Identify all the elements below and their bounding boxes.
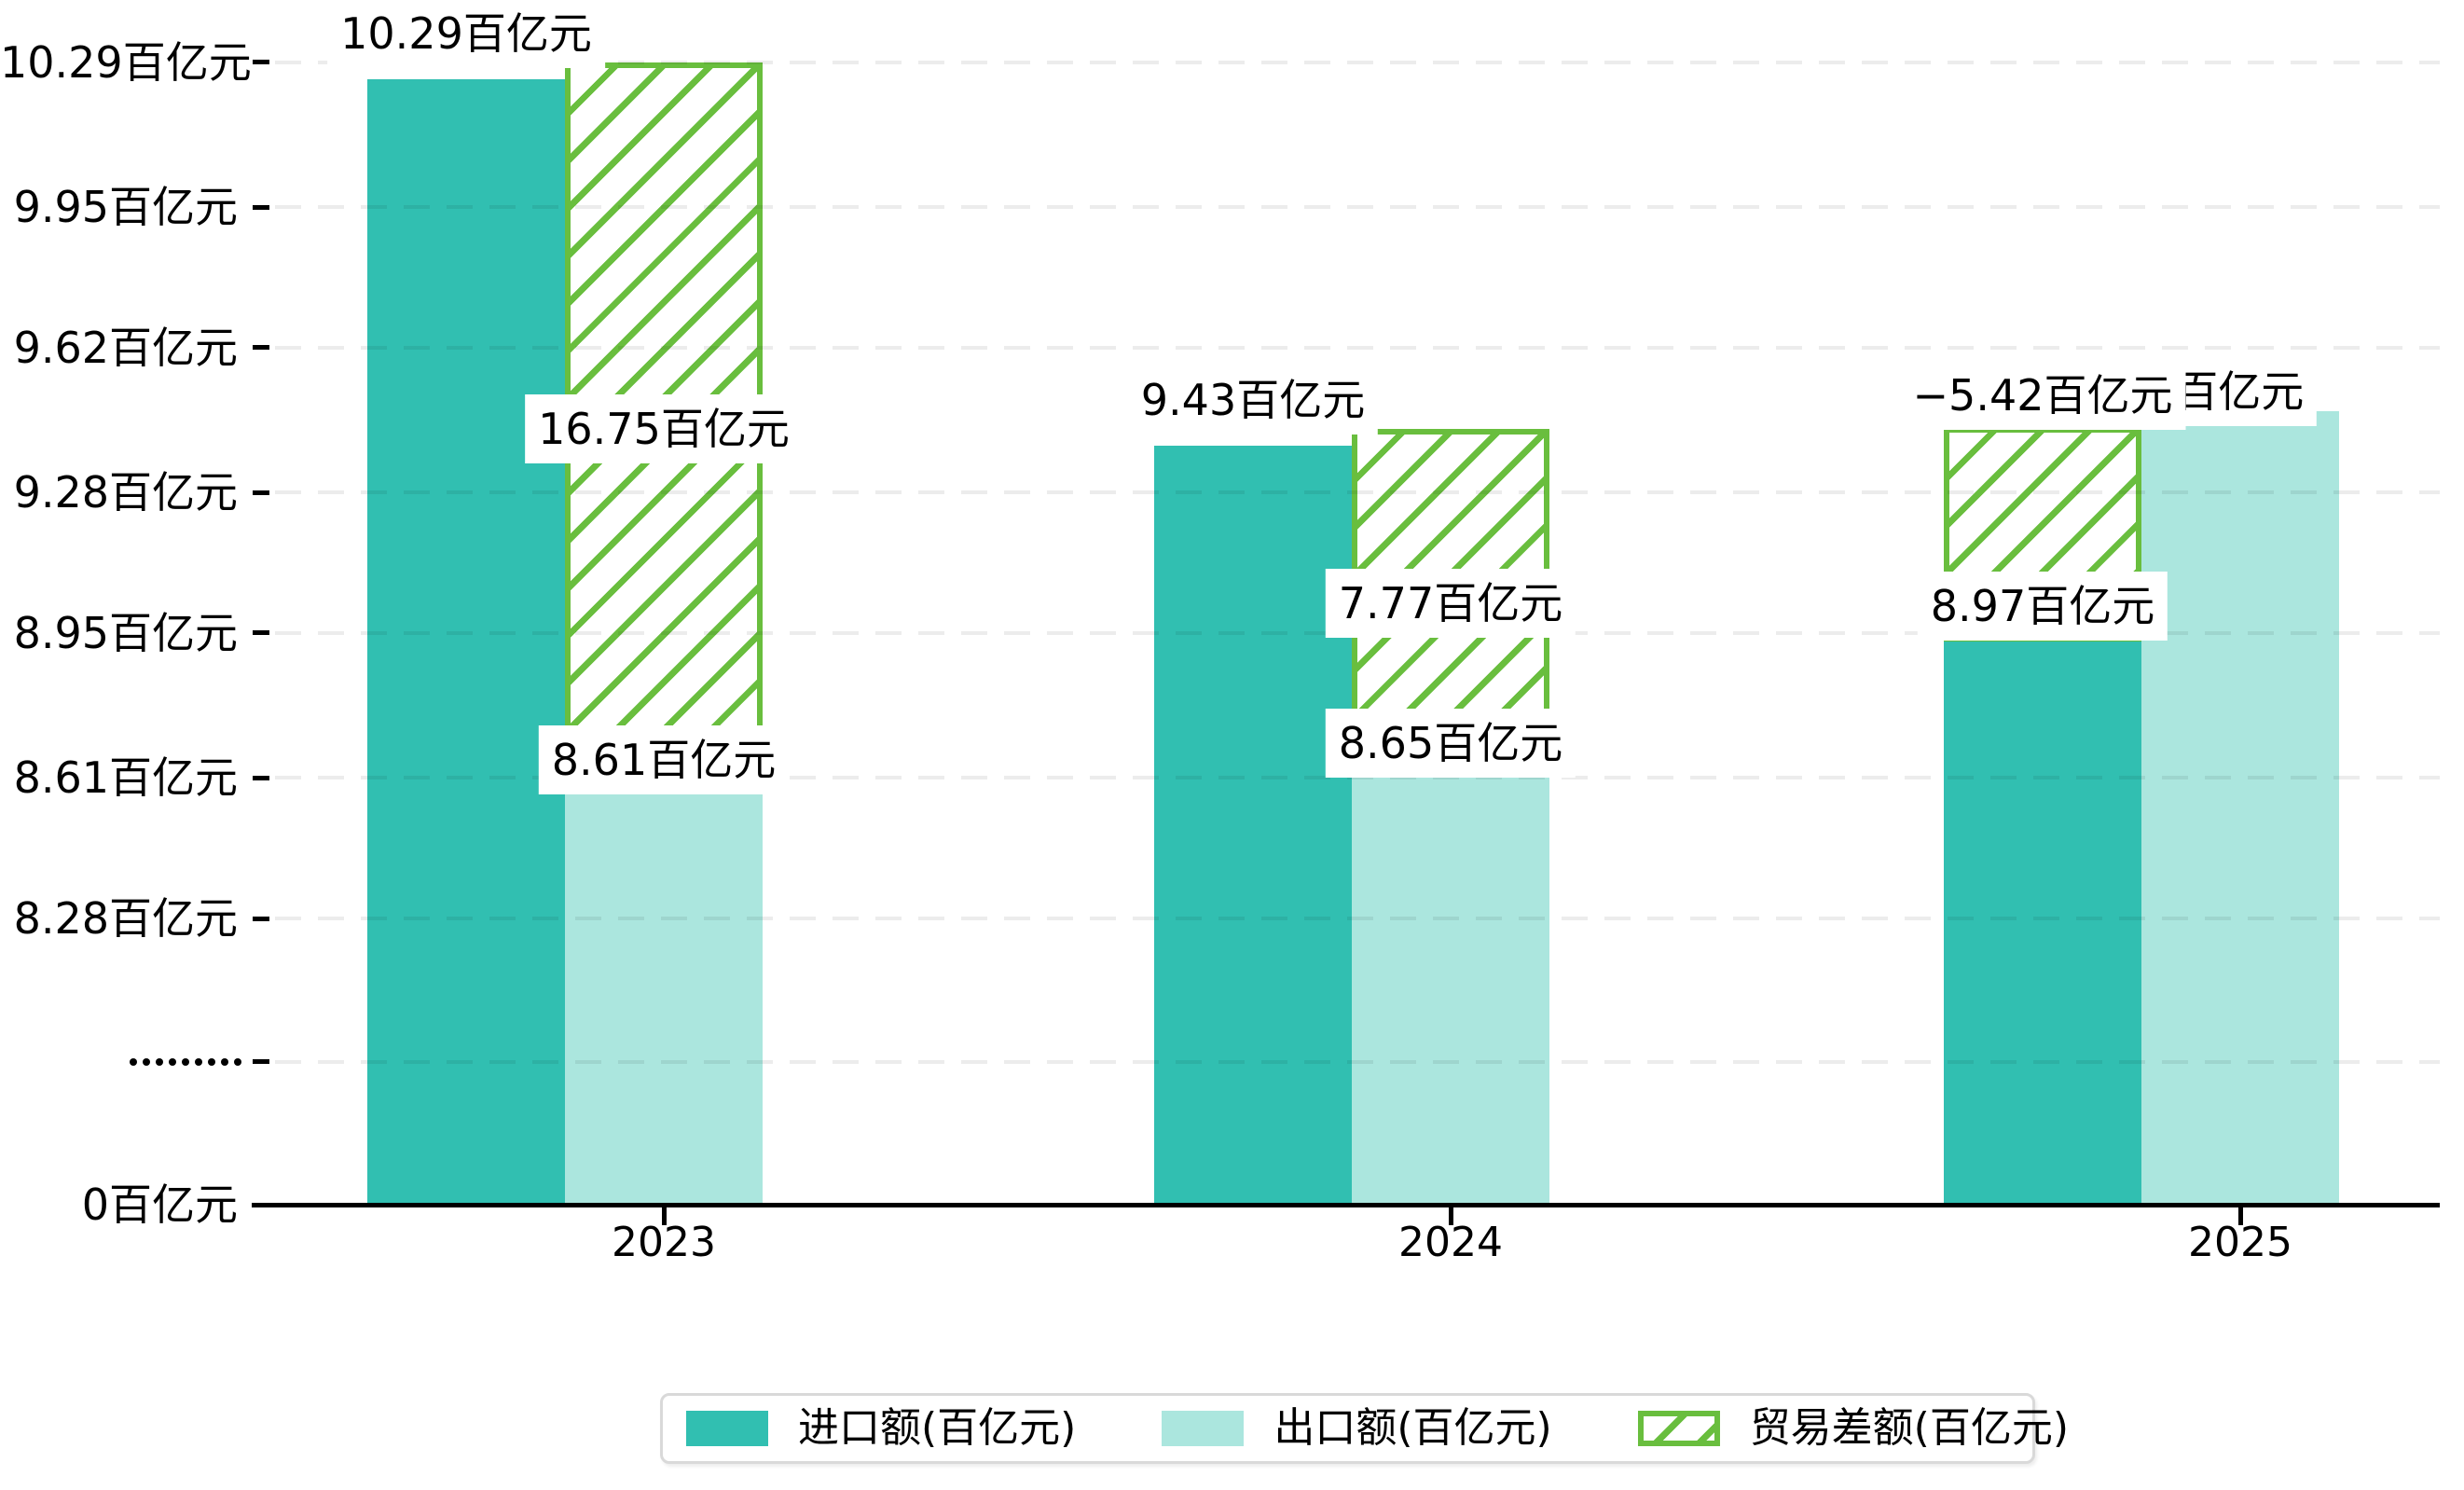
legend-item-export: 出口额(百亿元) [1162, 1404, 1552, 1452]
gridline-6 [275, 917, 2440, 920]
export-value-label-2023: 8.61百亿元 [538, 725, 790, 795]
break-dot [156, 1057, 163, 1066]
export-bar-2024 [1352, 778, 1549, 1203]
balance-hatch-swatch-icon [1637, 1411, 1720, 1446]
y-tick-2 [253, 345, 269, 351]
y-tick-7 [253, 1059, 269, 1064]
import-bar-2024 [1154, 445, 1352, 1203]
import-swatch-icon [686, 1411, 768, 1446]
y-tick-label-8: 0百亿元 [81, 1180, 238, 1230]
x-tick-label-2023: 2023 [612, 1219, 716, 1266]
legend-label-balance: 贸易差额(百亿元) [1749, 1404, 2070, 1452]
break-dot [169, 1057, 176, 1066]
gridline-7 [275, 1059, 2440, 1064]
export-bar-2023 [565, 794, 763, 1203]
balance-value-label-2023: 16.75百亿元 [525, 393, 803, 463]
y-tick-label-0: 10.29百亿元 [0, 36, 252, 88]
gridline-3 [275, 490, 2440, 495]
import-value-label-2023: 10.29百亿元 [327, 0, 605, 68]
y-tick-label-2: 9.62百亿元 [13, 322, 238, 373]
x-tick-label-2025: 2025 [2188, 1219, 2292, 1266]
y-tick-label-3: 9.28百亿元 [13, 467, 238, 518]
y-tick-3 [253, 490, 269, 495]
break-dot [234, 1057, 241, 1066]
y-tick-4 [253, 630, 269, 636]
legend-label-import: 进口额(百亿元) [798, 1404, 1077, 1452]
import-value-label-2025: 8.97百亿元 [1917, 571, 2168, 641]
break-dot [208, 1057, 215, 1066]
x-tick-2024 [1448, 1205, 1453, 1225]
break-dot [195, 1057, 202, 1066]
y-tick-6 [253, 916, 269, 921]
break-dot [182, 1057, 189, 1066]
gridline-0 [275, 60, 2440, 64]
y-tick-5 [253, 775, 269, 780]
export-swatch-icon [1162, 1411, 1245, 1446]
y-tick-label-4: 8.95百亿元 [13, 607, 238, 658]
y-tick-1 [253, 204, 269, 210]
export-bar-2025 [2141, 411, 2339, 1203]
gridline-1 [275, 205, 2440, 210]
export-value-label-2024: 8.65百亿元 [1325, 709, 1576, 778]
import-value-label-2024: 9.43百亿元 [1127, 365, 1379, 435]
break-dot [143, 1057, 150, 1066]
import-bar-2025 [1944, 641, 2141, 1203]
gridline-5 [275, 776, 2440, 780]
gridline-2 [275, 345, 2440, 350]
y-tick-label-5: 8.61百亿元 [13, 752, 238, 804]
balance-value-label-2024: 7.77百亿元 [1325, 568, 1576, 638]
balance-value-label-2025: −5.42百亿元 [1899, 361, 2186, 431]
legend-label-export: 出口额(百亿元) [1273, 1404, 1552, 1452]
x-axis-line [252, 1203, 2440, 1207]
legend: 进口额(百亿元) 出口额(百亿元) 贸易差额(百亿元) [660, 1393, 2069, 1464]
legend-item-import: 进口额(百亿元) [686, 1405, 1076, 1452]
y-tick-label-1: 9.95百亿元 [13, 182, 238, 233]
y-tick-0 [253, 60, 269, 65]
break-dot [130, 1057, 137, 1066]
x-tick-2025 [2237, 1205, 2243, 1225]
x-tick-2023 [661, 1205, 667, 1225]
x-tick-label-2024: 2024 [1398, 1219, 1503, 1266]
break-dot [221, 1057, 228, 1066]
import-bar-2023 [367, 78, 565, 1203]
legend-item-balance: 贸易差额(百亿元) [1637, 1404, 2070, 1452]
axis-break-marker [130, 1057, 241, 1066]
y-tick-label-6: 8.28百亿元 [13, 893, 238, 944]
